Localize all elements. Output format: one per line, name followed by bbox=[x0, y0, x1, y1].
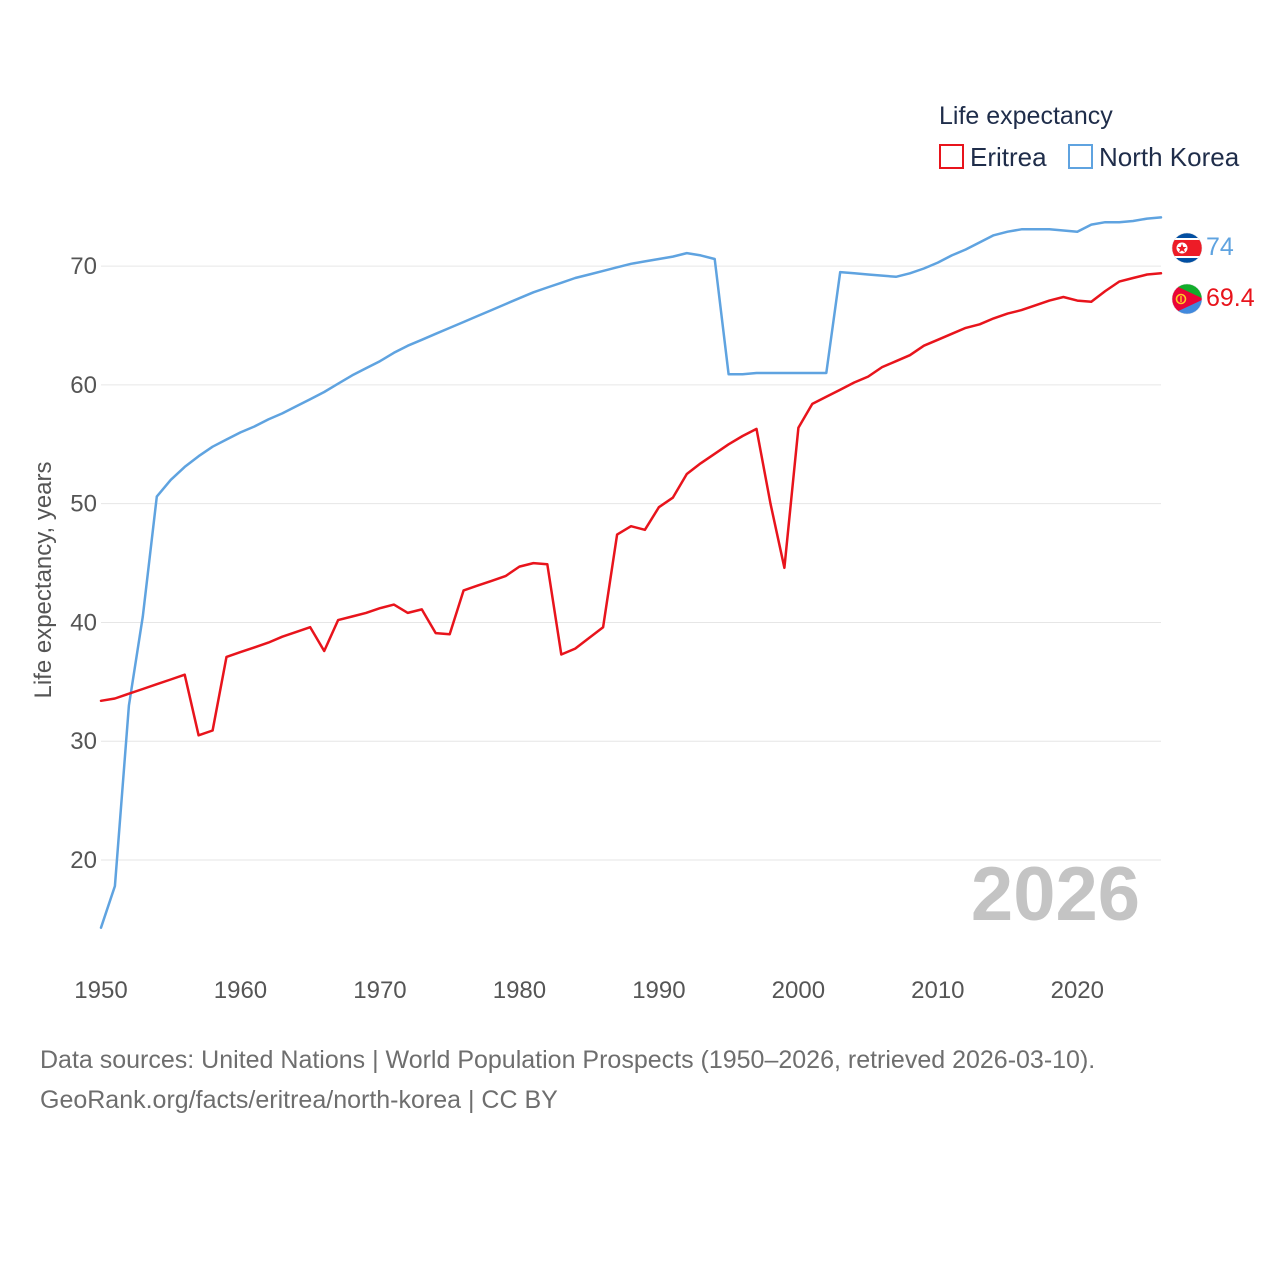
x-axis-ticks: 1950 1960 1970 1980 1990 2000 2010 2020 bbox=[74, 977, 1104, 1004]
life-expectancy-chart: Life expectancy Eritrea North Korea 20 30… bbox=[30, 102, 1255, 1004]
y-tick-label: 60 bbox=[70, 372, 97, 399]
source-link[interactable]: GeoRank.org/facts/eritrea/north-korea | … bbox=[40, 1086, 558, 1114]
series-line-eritrea[interactable] bbox=[99, 272, 1163, 737]
source-line: Data sources: United Nations | World Pop… bbox=[40, 1046, 1096, 1074]
legend-item-eritrea[interactable]: Eritrea bbox=[939, 142, 1047, 172]
y-tick-label: 50 bbox=[70, 491, 97, 518]
current-year-watermark: 2026 bbox=[971, 852, 1140, 937]
legend-swatch-north-korea bbox=[1068, 144, 1093, 169]
x-tick-label: 1960 bbox=[214, 977, 267, 1004]
x-tick-label: 1990 bbox=[632, 977, 685, 1004]
y-axis-ticks: 20 30 40 50 60 70 bbox=[70, 253, 97, 874]
y-tick-label: 40 bbox=[70, 609, 97, 636]
gridlines bbox=[101, 265, 1161, 861]
end-label-eritrea: 69.4 bbox=[1206, 284, 1255, 312]
series-line-north-korea[interactable] bbox=[99, 216, 1163, 929]
x-tick-label: 2010 bbox=[911, 977, 964, 1004]
series-lines bbox=[99, 216, 1163, 929]
y-tick-label: 20 bbox=[70, 847, 97, 874]
x-tick-label: 1950 bbox=[74, 977, 127, 1004]
x-tick-label: 2020 bbox=[1051, 977, 1104, 1004]
legend-label-north-korea: North Korea bbox=[1099, 142, 1240, 172]
x-tick-label: 2000 bbox=[772, 977, 825, 1004]
x-tick-label: 1970 bbox=[353, 977, 406, 1004]
y-tick-label: 30 bbox=[70, 728, 97, 755]
legend-item-north-korea[interactable]: North Korea bbox=[1068, 142, 1240, 172]
end-label-north-korea: 74 bbox=[1206, 233, 1234, 261]
y-axis-title: Life expectancy, years bbox=[30, 461, 57, 698]
y-tick-label: 70 bbox=[70, 253, 97, 280]
north-korea-flag-icon bbox=[1172, 233, 1202, 263]
data-source-note: Data sources: United Nations | World Pop… bbox=[40, 1040, 1240, 1120]
legend-label-eritrea: Eritrea bbox=[970, 142, 1047, 172]
eritrea-flag-icon bbox=[1172, 284, 1202, 314]
legend-swatch-eritrea bbox=[939, 144, 964, 169]
legend-title: Life expectancy bbox=[939, 102, 1113, 130]
x-tick-label: 1980 bbox=[493, 977, 546, 1004]
